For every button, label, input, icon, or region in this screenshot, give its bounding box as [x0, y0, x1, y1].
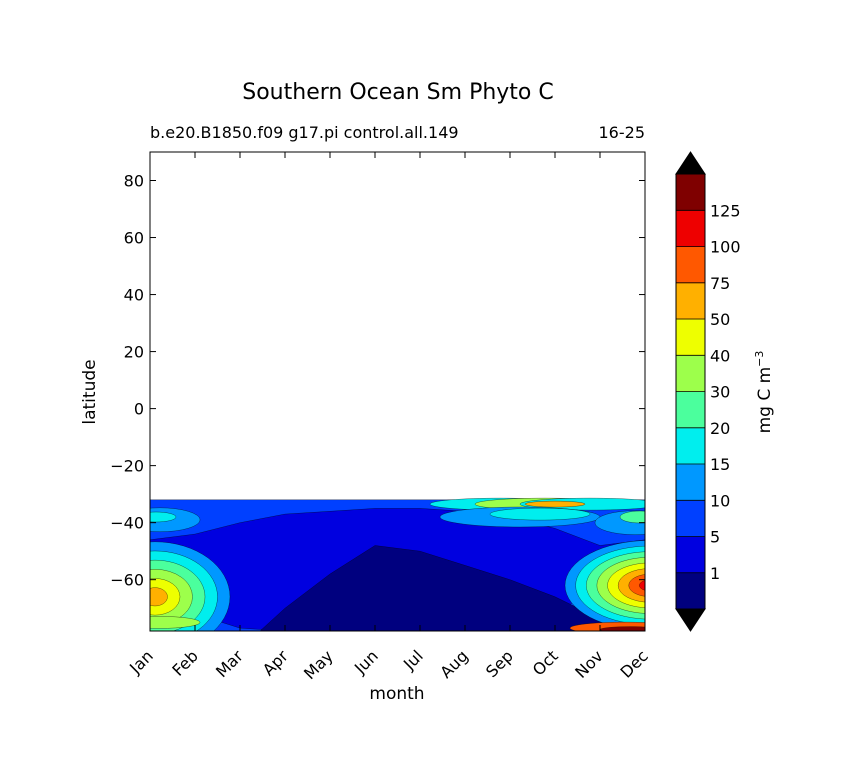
- colorbar-tick-label: 75: [710, 274, 730, 293]
- colorbar-tick-label: 40: [710, 346, 730, 365]
- colorbar-label: mg C m−3: [753, 351, 775, 434]
- colorbar-swatch: [676, 174, 705, 211]
- dec-shelf-bloom-9: [628, 574, 645, 597]
- chart-subtitle-right: 16-25: [599, 123, 646, 142]
- front-peak: [524, 500, 586, 508]
- colorbar-swatch: [676, 427, 705, 465]
- colorbar-swatch: [676, 391, 705, 429]
- colorbar-tick-label: 50: [710, 310, 730, 329]
- colorbar-tick-label: 125: [710, 201, 741, 220]
- x-tick-label: Mar: [212, 646, 247, 681]
- colorbar-swatch: [676, 464, 705, 501]
- y-tick-label: −60: [110, 571, 144, 590]
- dec-shelf-bloom-10: [639, 580, 645, 591]
- x-tick-label: May: [300, 646, 337, 683]
- y-tick-label: 60: [124, 229, 144, 248]
- colorbar-tick-label: 100: [710, 238, 741, 257]
- colorbar-under-extension: [675, 608, 706, 632]
- jan-shelf-bloom-8: [150, 587, 168, 607]
- front-spring-core: [489, 507, 591, 521]
- front-dec-core: [619, 510, 645, 524]
- colorbar-label-exponent: −3: [753, 351, 766, 367]
- colorbar-swatch: [676, 210, 705, 247]
- colorbar-swatch: [676, 572, 705, 610]
- y-tick-label: 0: [134, 400, 144, 419]
- colorbar-swatch: [676, 355, 705, 392]
- colorbar-over-extension: [675, 151, 706, 175]
- colorbar-swatch: [676, 319, 705, 356]
- x-tick-label: Feb: [168, 646, 201, 679]
- y-axis-label: latitude: [80, 359, 100, 424]
- x-tick-label: Jul: [399, 646, 427, 674]
- chart-title: Southern Ocean Sm Phyto C: [242, 80, 554, 105]
- y-tick-label: 80: [124, 172, 144, 191]
- colorbar-label-base: mg C m: [755, 367, 775, 434]
- colorbar-tick-label: 30: [710, 383, 730, 402]
- y-tick-label: −40: [110, 514, 144, 533]
- colorbar-swatch: [676, 500, 705, 537]
- dec-shelf-bottom-core: [599, 626, 645, 631]
- colorbar-swatch: [676, 246, 705, 284]
- x-tick-label: Dec: [616, 646, 651, 681]
- colorbar-swatch: [676, 536, 705, 574]
- x-tick-label: Sep: [482, 646, 517, 681]
- colorbar-tick-label: 10: [710, 491, 730, 510]
- x-tick-label: Aug: [436, 646, 472, 682]
- dec-shelf-bloom-8: [617, 568, 645, 603]
- jan-shelf-lower: [150, 616, 201, 629]
- colorbar-tick-label: 15: [710, 455, 730, 474]
- chart-subtitle-left: b.e20.B1850.f09 g17.pi control.all.149: [150, 123, 459, 142]
- x-tick-label: Nov: [571, 646, 607, 682]
- x-tick-label: Oct: [529, 646, 562, 679]
- colorbar-tick-label: 20: [710, 419, 730, 438]
- plot-area: [149, 151, 646, 632]
- y-tick-label: 20: [124, 343, 144, 362]
- x-tick-label: Jan: [125, 646, 157, 678]
- y-tick-label: 40: [124, 286, 144, 305]
- colorbar-tick-label: 5: [710, 528, 720, 547]
- colorbar-swatch: [676, 282, 705, 320]
- x-tick-label: Jun: [350, 646, 382, 678]
- x-axis-label: month: [369, 684, 424, 704]
- y-tick-label: −20: [110, 457, 144, 476]
- jan-northern-core: [150, 511, 177, 523]
- colorbar-tick-label: 1: [710, 564, 720, 583]
- y-axis: 80 60 40 20 0 −20 −40 −60: [110, 172, 645, 590]
- x-tick-label: Apr: [259, 646, 292, 679]
